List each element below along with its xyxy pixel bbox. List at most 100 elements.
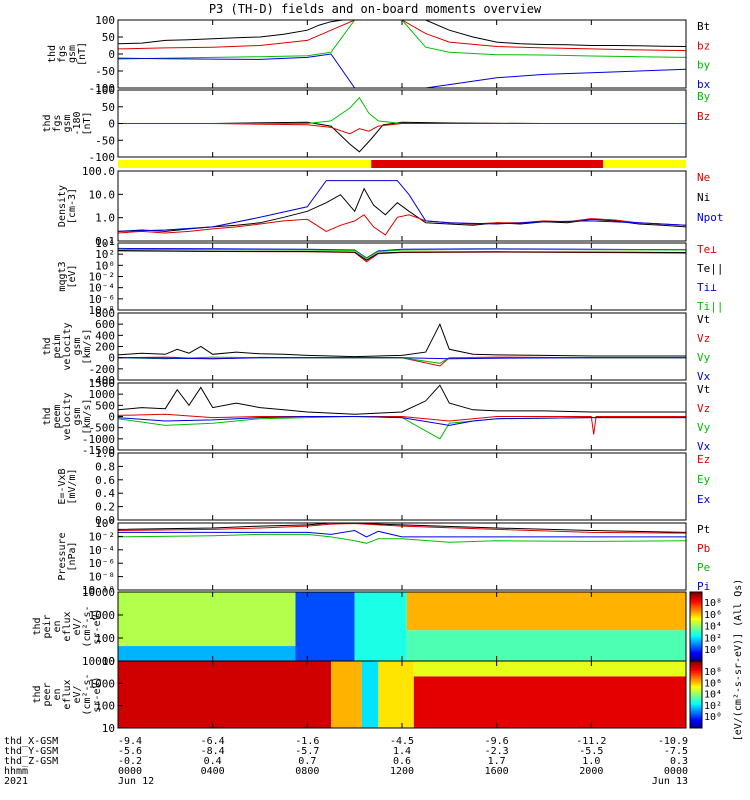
mode-bar-segment: [371, 160, 604, 168]
series-line-Pe: [117, 533, 687, 544]
y-tick-label: 200: [95, 341, 115, 354]
legend-entry: Pe: [697, 561, 710, 574]
y-tick-label: 10000: [82, 655, 115, 668]
legend-entry: Ti⊥: [697, 281, 717, 294]
chart-title: P3 (TH-D) fields and on-board moments ov…: [208, 2, 542, 16]
colorbar-tick-label: 10²: [704, 701, 722, 712]
y-tick-label: 1.0: [95, 447, 115, 460]
colorbar-cell: [690, 671, 702, 674]
mode-bar-segment: [118, 160, 372, 168]
series-line-Vt: [117, 384, 686, 415]
colorbar-cell: [690, 600, 702, 603]
y-axis-label: peer: [42, 682, 53, 706]
colorbar-cell: [690, 717, 702, 721]
series-line-Ni: [117, 187, 687, 232]
y-tick-label: 10.0: [89, 188, 116, 201]
ephemeris-value: Jun 13: [652, 776, 688, 787]
y-tick-label: 10⁰: [95, 259, 115, 272]
y-tick-label: -100: [89, 151, 116, 164]
colorbar-cell: [690, 696, 702, 699]
y-axis-label: eflux: [62, 679, 73, 709]
y-axis-label: gsm: [72, 337, 83, 355]
legend-entry: Vt: [697, 383, 710, 396]
colorbar-cell: [690, 655, 702, 659]
colorbar-cell: [690, 642, 702, 645]
colorbar-tick-label: 10⁴: [704, 622, 722, 633]
colorbar-cell: [690, 682, 702, 685]
colorbar-cell: [690, 689, 702, 692]
y-tick-label: 10⁻⁸: [89, 571, 116, 584]
ephemeris-value: 0.4: [204, 756, 222, 767]
legend-entry: by: [697, 59, 711, 72]
colorbar-label: [eV/(cm²-s-sr-eV)] (All Qs): [733, 579, 744, 742]
y-tick-label: -1500: [82, 444, 115, 457]
y-tick-label: 1.0: [95, 212, 115, 225]
colorbar-tick-label: 10⁶: [704, 610, 722, 621]
ephemeris-value: -10.9: [658, 736, 688, 747]
colorbar-cell: [690, 593, 702, 596]
spectrogram-cell: [354, 592, 407, 661]
y-axis-label: peem: [52, 404, 63, 428]
y-axis-label: (cm²-s-: [82, 605, 93, 647]
colorbar-cell: [690, 679, 702, 682]
panel-frame: [117, 312, 687, 381]
colorbar-tick-label: 10⁰: [704, 645, 722, 656]
y-tick-label: 0: [108, 411, 115, 424]
spectrogram-cell: [118, 661, 331, 728]
spectrogram-cell: [118, 646, 296, 661]
series-line-Npot: [117, 180, 687, 232]
colorbar-cell: [690, 724, 702, 727]
y-tick-label: 0.1: [95, 235, 115, 248]
colorbar-cell: [690, 687, 702, 690]
ephemeris-value: -2.3: [485, 746, 509, 757]
colorbar-tick-label: 10⁸: [704, 598, 722, 609]
colorbar-cell: [690, 652, 702, 655]
colorbar-cell: [690, 602, 702, 605]
legend-entry: Vx: [697, 370, 711, 383]
series-line-Bt: [118, 121, 686, 153]
mode-bar-segment: [603, 160, 686, 168]
colorbar-cell: [690, 609, 702, 612]
y-tick-label: 10⁻²: [89, 271, 116, 284]
legend-entry: Ey: [697, 473, 711, 486]
y-axis-label: gsm: [62, 114, 73, 132]
y-tick-label: 0: [108, 352, 115, 365]
legend-entry: By: [697, 90, 711, 103]
colorbar-cell: [690, 605, 702, 609]
y-axis-label: [nT]: [82, 111, 93, 135]
spectrogram-cell: [361, 661, 379, 728]
y-axis-label: gsm: [67, 45, 78, 63]
y-tick-label: 1000: [89, 677, 116, 690]
colorbar-cell: [690, 659, 702, 662]
y-axis-label: E=-VxB: [57, 468, 68, 504]
spectrogram-cell: [413, 661, 686, 677]
spectrogram-cell: [331, 661, 362, 728]
colorbar-tick-label: 10²: [704, 633, 722, 644]
colorbar-cell: [690, 629, 702, 633]
colorbar-cell: [690, 667, 702, 670]
ephemeris-value: -11.2: [576, 736, 606, 747]
colorbar-cell: [690, 616, 702, 619]
y-axis-label: [km/s]: [82, 398, 93, 434]
series-line-Bz: [118, 123, 686, 135]
colorbar-cell: [690, 638, 702, 641]
colorbar-cell: [690, 681, 702, 684]
y-tick-label: 1000: [89, 609, 116, 622]
colorbar-cell: [690, 628, 702, 631]
colorbar-cell: [690, 701, 702, 704]
colorbar-cell: [690, 711, 702, 714]
y-tick-label: 0: [108, 118, 115, 131]
colorbar-cell: [690, 614, 702, 617]
colorbar-cell: [690, 635, 702, 638]
ephemeris-value: 1600: [485, 766, 509, 777]
y-tick-label: 0.4: [95, 487, 115, 500]
ephemeris-value: 0000: [664, 766, 688, 777]
y-tick-label: 10⁻⁴: [89, 544, 116, 557]
legend-entry: Ez: [697, 453, 710, 466]
colorbar-cell: [690, 664, 702, 667]
colorbar-cell: [690, 648, 702, 652]
spectrogram-peir: [118, 592, 686, 661]
y-tick-label: 10⁻⁸: [89, 304, 116, 317]
colorbar-cell: [690, 666, 702, 669]
ephemeris-row-label: hhmm: [4, 766, 28, 777]
